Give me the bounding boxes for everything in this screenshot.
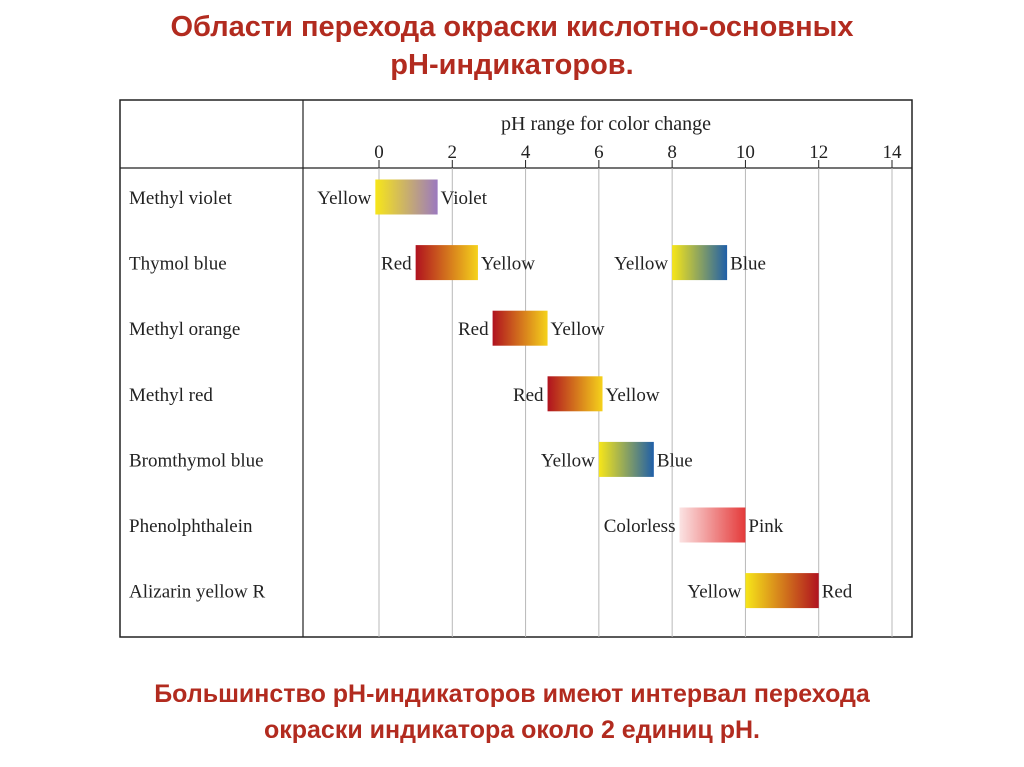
low-ph-color-label: Yellow [541, 450, 595, 471]
indicator-row: Bromthymol blue Yellow Blue [129, 441, 693, 477]
indicator-name: Methyl violet [129, 188, 233, 209]
indicator-row: Alizarin yellow R Yellow Red [129, 573, 853, 609]
low-ph-color-label: Red [381, 254, 412, 275]
high-ph-color-label: Pink [748, 516, 783, 537]
low-ph-color-label: Colorless [604, 516, 676, 537]
tick-label: 12 [809, 142, 828, 163]
high-ph-color-label: Red [822, 582, 853, 603]
high-ph-color-label: Blue [730, 254, 766, 275]
indicator-name: Methyl red [129, 385, 213, 406]
indicator-row: Methyl violet Yellow Violet [129, 179, 488, 215]
transition-range-bar [547, 376, 603, 412]
low-ph-color-label: Yellow [317, 188, 371, 209]
tick-label: 14 [883, 142, 903, 163]
transition-range-bar [492, 310, 548, 346]
indicator-name: Methyl orange [129, 319, 240, 340]
high-ph-color-label: Yellow [606, 385, 660, 406]
tick-label: 6 [594, 142, 604, 163]
indicator-name: Alizarin yellow R [129, 582, 265, 603]
low-ph-color-label: Yellow [687, 582, 741, 603]
indicator-row: Thymol blue Red Yellow Yellow Blue [129, 245, 766, 281]
footer-line-1: Большинство pH-индикаторов имеют интерва… [154, 680, 870, 708]
chart-frame [119, 99, 913, 638]
tick-label: 2 [448, 142, 458, 163]
indicator-name: Phenolphthalein [129, 516, 253, 537]
slide-title: Области перехода окраски кислотно-основн… [0, 8, 1024, 84]
high-ph-color-label: Blue [657, 450, 693, 471]
low-ph-color-label: Yellow [614, 254, 668, 275]
transition-range-bar [672, 245, 728, 281]
slide-footer: Большинство pH-индикаторов имеют интерва… [0, 676, 1024, 748]
tick-label: 4 [521, 142, 531, 163]
low-ph-color-label: Red [513, 385, 544, 406]
footer-line-2: окраски индикатора около 2 единиц pH. [263, 716, 761, 744]
low-ph-color-label: Red [458, 319, 489, 340]
high-ph-color-label: Violet [441, 188, 488, 209]
high-ph-color-label: Yellow [551, 319, 605, 340]
indicator-row: Phenolphthalein Colorless Pink [129, 507, 784, 543]
transition-range-bar [679, 507, 746, 543]
indicator-row: Methyl red Red Yellow [129, 376, 660, 412]
transition-range-bar [375, 179, 438, 215]
slide-title-line-1: Области перехода окраски кислотно-основн… [170, 11, 854, 43]
transition-range-bar [415, 245, 478, 281]
indicator-name: Bromthymol blue [129, 450, 264, 471]
transition-range-bar [598, 441, 654, 477]
high-ph-color-label: Yellow [481, 254, 535, 275]
tick-label: 0 [374, 142, 384, 163]
indicator-row: Methyl orange Red Yellow [129, 310, 605, 346]
tick-label: 8 [667, 142, 677, 163]
chart-title: pH range for color change [501, 113, 711, 135]
transition-range-bar [745, 573, 819, 609]
tick-label: 10 [736, 142, 755, 163]
indicator-name: Thymol blue [129, 254, 227, 275]
slide-title-line-2: pH-индикаторов. [390, 49, 634, 81]
